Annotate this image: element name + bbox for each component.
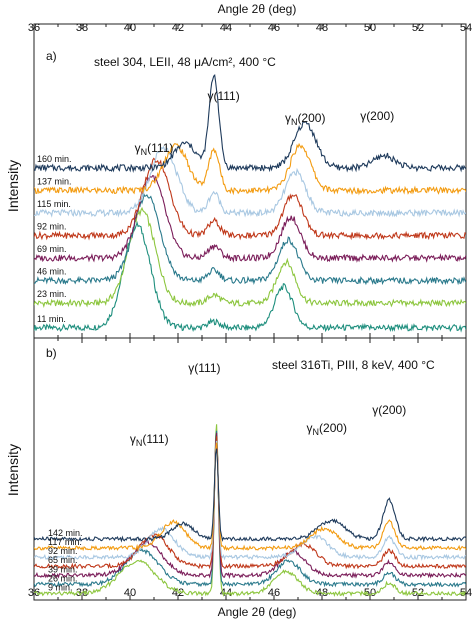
x-tick-label: 48 — [316, 22, 328, 34]
peak-label: γ(111) — [207, 89, 239, 103]
panel-b: 36 38 40 42 44 46 48 50 52 549 min.26 min.39 min.… — [28, 337, 472, 601]
x-tick-label: 38 — [76, 22, 88, 34]
x-tick-label: 54 — [460, 22, 472, 34]
plot-frame — [33, 337, 467, 601]
plot-frame — [33, 23, 467, 339]
series-line-65min — [34, 436, 466, 570]
series-time-label: 65 min. — [48, 555, 78, 565]
peak-label: γN(200) — [285, 111, 326, 127]
peak-label: γN(111) — [130, 432, 169, 448]
series-time-label: 9 min. — [48, 583, 73, 593]
series-line-39min — [34, 432, 466, 580]
x-tick-label: 36 — [28, 22, 40, 34]
series-line-11min — [34, 220, 466, 333]
panel-a-ylabel: Intensity — [5, 160, 21, 212]
series-time-label: 39 min. — [48, 564, 78, 574]
series-time-label: 26 min. — [48, 573, 78, 583]
series-line-23min — [34, 206, 466, 308]
x-tick-label: 50 — [364, 22, 376, 34]
series-time-label: 46 min. — [37, 267, 67, 277]
series-time-label: 92 min. — [37, 222, 67, 232]
series-line-137min — [34, 142, 466, 196]
series-line-92min — [34, 157, 466, 241]
series-time-label: 69 min. — [37, 244, 67, 254]
top-axis-title: Angle 2θ (deg) — [218, 2, 297, 16]
series-time-label: 137 min. — [37, 176, 72, 186]
x-tick-label: 44 — [220, 587, 232, 599]
series-time-label: 142 min. — [48, 528, 83, 538]
x-tick-label: 44 — [220, 22, 232, 34]
series-line-26min — [34, 430, 466, 588]
x-tick-label: 40 — [124, 587, 136, 599]
panel-b-ylabel: Intensity — [5, 444, 21, 496]
bottom-axis-title: Angle 2θ (deg) — [218, 605, 297, 619]
series-time-label: 23 min. — [37, 289, 67, 299]
series-line-46min — [34, 192, 466, 286]
x-tick-label: 46 — [268, 22, 280, 34]
peak-label: γN(200) — [307, 421, 348, 437]
panel-a-label: a) — [46, 49, 57, 63]
series-time-label: 11 min. — [37, 314, 66, 324]
series-line-92min — [34, 440, 466, 561]
series-time-label: 160 min. — [37, 154, 72, 164]
panel-a-condition: steel 304, LEII, 48 μA/cm², 400 °C — [94, 55, 276, 69]
x-tick-label: 54 — [460, 587, 472, 599]
series-line-9min — [34, 424, 466, 597]
series-line-69min — [34, 174, 466, 263]
series-group — [34, 424, 466, 597]
panel-a: 36 38 40 42 44 46 48 50 52 54 11 min. 23 min. 46 min… — [28, 22, 472, 339]
panel-b-label: b) — [46, 346, 57, 360]
peak-label: γ(200) — [372, 403, 406, 417]
series-line-117min — [34, 442, 466, 552]
series-line-142min — [34, 448, 466, 543]
x-tick-label: 36 — [28, 587, 40, 599]
x-tick-label: 50 — [364, 587, 376, 599]
series-line-115min — [34, 145, 466, 218]
series-time-label: 92 min. — [48, 546, 78, 556]
peak-label: γ(111) — [188, 361, 220, 375]
x-tick-label: 46 — [268, 587, 280, 599]
series-time-label: 115 min. — [37, 199, 71, 209]
series-group — [34, 74, 466, 333]
panel-b-condition: steel 316Ti, PIII, 8 keV, 400 °C — [272, 358, 435, 372]
series-line-160min — [34, 74, 466, 173]
peak-label: γN(111) — [135, 141, 174, 157]
x-tick-label: 52 — [412, 22, 424, 34]
peak-label: γ(200) — [360, 109, 394, 123]
x-tick-label: 42 — [172, 22, 184, 34]
series-time-label: 117 min. — [48, 537, 82, 547]
x-tick-label: 40 — [124, 22, 136, 34]
